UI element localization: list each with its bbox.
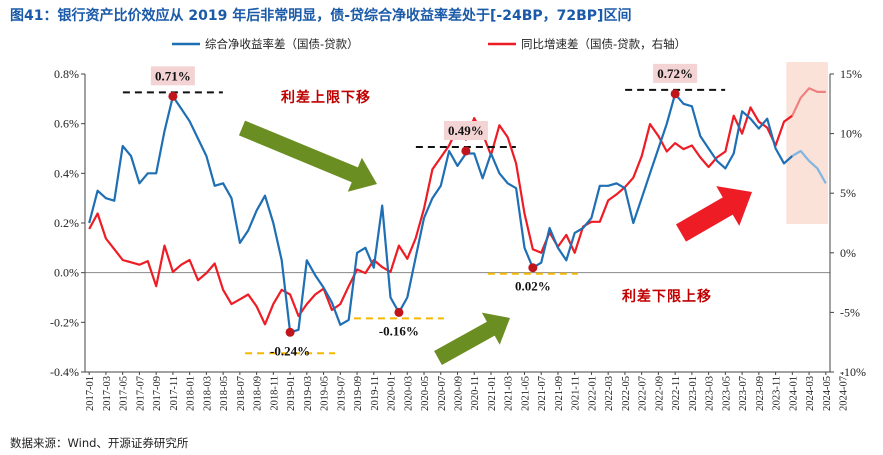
rise-arrow-icon — [434, 312, 510, 365]
y-left-tick-label: 0.6% — [54, 117, 79, 131]
y-left-tick-label: 0.2% — [54, 216, 79, 230]
x-tick-label: 2018-05 — [219, 376, 230, 411]
callout-label: 0.72% — [657, 66, 693, 81]
x-tick-label: 2017-01 — [85, 376, 96, 411]
x-tick-label: 2023-01 — [688, 376, 699, 411]
x-tick-label: 2020-07 — [437, 376, 448, 411]
x-tick-label: 2021-07 — [537, 376, 548, 411]
x-tick-label: 2018-09 — [253, 376, 264, 411]
callout-label: 0.71% — [155, 68, 191, 83]
x-tick-label: 2021-11 — [571, 376, 582, 411]
y-left-tick-label: 0.8% — [54, 67, 79, 81]
x-tick-label: 2022-07 — [638, 376, 649, 411]
callout-point — [285, 327, 295, 337]
decline-arrow-icon — [238, 120, 377, 192]
x-tick-label: 2023-07 — [738, 376, 749, 411]
callout-label: -0.24% — [270, 343, 310, 358]
x-tick-label: 2023-11 — [772, 376, 783, 411]
x-tick-label: 2024-01 — [788, 376, 799, 411]
y-right-tick-label: 15% — [840, 67, 862, 81]
x-tick-label: 2023-09 — [755, 376, 766, 411]
callout-label-bg — [653, 63, 698, 83]
x-tick-label: 2019-07 — [336, 376, 347, 411]
series-line-yoy-spread-recent — [791, 87, 826, 117]
data-source-note: 数据来源：Wind、开源证券研究所 — [10, 436, 189, 450]
callout-point — [670, 89, 680, 99]
x-tick-label: 2023-05 — [721, 376, 732, 411]
x-tick-label: 2017-09 — [152, 376, 163, 411]
forecast-shade — [786, 62, 828, 224]
x-tick-label: 2019-09 — [353, 376, 364, 411]
y-right-tick-label: 5% — [840, 186, 856, 200]
legend-label-yoy-spread: 同比增速差（国债-贷款，右轴） — [521, 37, 686, 51]
callout-label-bg — [443, 120, 488, 140]
x-tick-label: 2017-11 — [169, 376, 180, 411]
x-tick-label: 2021-05 — [520, 376, 531, 411]
x-tick-label: 2018-07 — [236, 376, 247, 411]
x-tick-label: 2019-11 — [370, 376, 381, 411]
y-left-tick-label: -0.2% — [50, 315, 79, 329]
x-tick-label: 2020-11 — [470, 376, 481, 411]
series-line-yoy-spread — [88, 106, 793, 326]
callout-point — [528, 263, 538, 273]
annotation-lower-bound-up: 利差下限上移 — [622, 288, 712, 305]
y-left-tick-label: 0.0% — [54, 266, 79, 280]
x-tick-label: 2019-01 — [286, 376, 297, 411]
y-right-tick-label: 10% — [840, 127, 862, 141]
x-tick-label: 2021-01 — [487, 376, 498, 411]
callout-point — [461, 146, 471, 156]
y-right-tick-label: 0% — [840, 246, 856, 260]
x-tick-label: 2021-09 — [554, 376, 565, 411]
chart-title: 图41：银行资产比价效应从 2019 年后非常明显，债-贷综合净收益率差处于[-… — [10, 8, 632, 24]
x-tick-label: 2022-03 — [604, 376, 615, 411]
x-tick-label: 2024-03 — [805, 376, 816, 411]
x-tick-label: 2020-09 — [454, 376, 465, 411]
x-tick-label: 2020-01 — [387, 376, 398, 411]
y-left-tick-label: 0.4% — [54, 166, 79, 180]
y-left-tick-label: -0.4% — [50, 365, 79, 379]
x-tick-label: 2022-05 — [621, 376, 632, 411]
callout-point — [168, 91, 178, 101]
x-tick-label: 2024-05 — [822, 376, 833, 411]
series-line-net-yield-spread-recent — [791, 149, 827, 184]
x-tick-label: 2020-03 — [403, 376, 414, 411]
x-tick-label: 2018-11 — [269, 376, 280, 411]
callout-label: 0.49% — [448, 123, 484, 138]
x-tick-label: 2018-03 — [202, 376, 213, 411]
x-tick-label: 2022-01 — [587, 376, 598, 411]
annotation-upper-bound-down: 利差上限下移 — [281, 89, 371, 106]
y-right-tick-label: -10% — [840, 365, 866, 379]
callout-label: 0.02% — [515, 279, 551, 294]
x-tick-label: 2023-03 — [705, 376, 716, 411]
x-tick-label: 2024-07 — [839, 376, 850, 411]
x-tick-label: 2017-03 — [102, 376, 113, 411]
x-tick-label: 2019-05 — [320, 376, 331, 411]
x-tick-label: 2019-03 — [303, 376, 314, 411]
uptrend-arrow-icon — [675, 186, 752, 242]
x-tick-label: 2017-07 — [135, 376, 146, 411]
x-tick-label: 2022-09 — [654, 376, 665, 411]
x-tick-label: 2021-03 — [504, 376, 515, 411]
legend-label-net-yield-spread: 综合净收益率差（国债-贷款） — [205, 37, 359, 51]
callout-label: -0.16% — [379, 323, 419, 338]
x-tick-label: 2022-11 — [671, 376, 682, 411]
x-tick-label: 2020-05 — [420, 376, 431, 411]
y-right-tick-label: -5% — [840, 305, 860, 319]
x-tick-label: 2017-05 — [119, 376, 130, 411]
callout-point — [394, 307, 404, 317]
callout-label-bg — [150, 66, 195, 86]
x-tick-label: 2018-01 — [186, 376, 197, 411]
